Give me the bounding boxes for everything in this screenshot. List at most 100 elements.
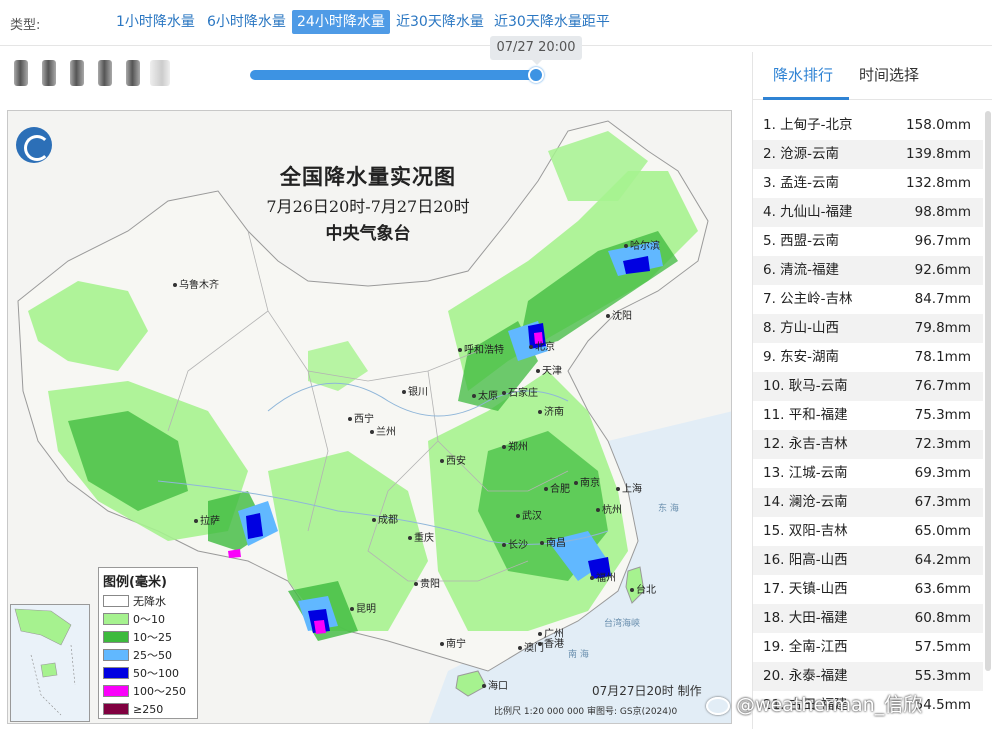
ranking-station: 20. 永泰-福建: [763, 668, 848, 684]
city-label: 北京: [529, 338, 555, 353]
last-frame-button[interactable]: [126, 60, 140, 86]
legend-item: ≥250: [103, 700, 193, 718]
ranking-row[interactable]: 2. 沧源-云南 139.8mm: [753, 140, 983, 169]
ranking-row[interactable]: 4. 九仙山-福建 98.8mm: [753, 198, 983, 227]
watermark-text: @weatherman_信欣: [736, 694, 923, 716]
ranking-value: 64.2mm: [914, 552, 971, 568]
ranking-row[interactable]: 14. 澜沧-云南 67.3mm: [753, 488, 983, 517]
legend-swatch: [103, 667, 129, 679]
city-label: 杭州: [596, 501, 622, 516]
ranking-row[interactable]: 10. 耿马-云南 76.7mm: [753, 372, 983, 401]
ranking-value: 158.0mm: [906, 117, 971, 133]
precipitation-map: 全国降水量实况图 7月26日20时-7月27日20时 中央气象台 乌鲁木齐 哈尔…: [7, 110, 732, 724]
ranking-row[interactable]: 11. 平和-福建 75.3mm: [753, 401, 983, 430]
ranking-station: 12. 永吉-吉林: [763, 436, 848, 452]
ranking-row[interactable]: 13. 江城-云南 69.3mm: [753, 459, 983, 488]
time-slider[interactable]: [250, 67, 544, 83]
city-label: 哈尔滨: [624, 237, 660, 252]
ranking-station: 7. 公主岭-吉林: [763, 291, 853, 307]
map-agency: 中央气象台: [325, 224, 411, 244]
ranking-value: 54.5mm: [914, 697, 971, 713]
ranking-row[interactable]: 7. 公主岭-吉林 84.7mm: [753, 285, 983, 314]
tab-6h-precip[interactable]: 6小时降水量: [207, 14, 286, 30]
next-frame-button[interactable]: [98, 60, 112, 86]
city-label: 香港: [538, 635, 564, 650]
city-label: 澳门: [518, 639, 544, 654]
ranking-row[interactable]: 17. 天镇-山西 63.6mm: [753, 575, 983, 604]
ranking-value: 84.7mm: [914, 291, 971, 307]
ranking-value: 65.0mm: [914, 523, 971, 539]
legend-swatch: [103, 613, 129, 625]
cma-logo: [16, 127, 52, 163]
ranking-row[interactable]: 1. 上甸子-北京 158.0mm: [753, 111, 983, 140]
legend-label: 100～250: [133, 685, 186, 698]
type-bar: 类型: 1小时降水量 6小时降水量 24小时降水量 近30天降水量 近30天降水…: [0, 0, 992, 46]
city-label: 成都: [372, 511, 398, 526]
tab-time-select[interactable]: 时间选择: [859, 66, 920, 84]
play-button[interactable]: [70, 60, 84, 86]
ranking-value: 75.3mm: [914, 407, 971, 423]
tab-24h-precip[interactable]: 24小时降水量: [292, 10, 390, 34]
city-label: 长沙: [502, 536, 528, 551]
ranking-station: 13. 江城-云南: [763, 465, 848, 481]
ranking-row[interactable]: 12. 永吉-吉林 72.3mm: [753, 430, 983, 459]
city-label: 天津: [536, 362, 562, 377]
slider-track[interactable]: [250, 70, 538, 80]
ranking-station: 4. 九仙山-福建: [763, 204, 853, 220]
ranking-row[interactable]: 15. 双阳-吉林 65.0mm: [753, 517, 983, 546]
ranking-value: 92.6mm: [914, 262, 971, 278]
city-label: 贵阳: [414, 575, 440, 590]
tab-30d-anomaly[interactable]: 近30天降水量距平: [494, 14, 610, 30]
ranking-tabs: 降水排行 时间选择: [753, 52, 992, 100]
type-label: 类型:: [10, 18, 41, 33]
city-label: 太原: [472, 387, 498, 402]
ranking-station: 2. 沧源-云南: [763, 146, 840, 162]
inset-graphic: [14, 608, 76, 716]
ranking-row[interactable]: 20. 永泰-福建 55.3mm: [753, 662, 983, 691]
map-scale-note: 比例尺 1:20 000 000 审图号: GS京(2024)0: [494, 707, 678, 717]
legend-swatch: [103, 703, 129, 715]
ranking-row[interactable]: 19. 全南-江西 57.5mm: [753, 633, 983, 662]
map-title: 全国降水量实况图: [280, 164, 456, 189]
city-label: 西安: [440, 452, 466, 467]
tab-precip-ranking[interactable]: 降水排行: [773, 66, 834, 84]
ranking-row[interactable]: 5. 西盟-云南 96.7mm: [753, 227, 983, 256]
city-label: 合肥: [544, 480, 570, 495]
ranking-value: 78.1mm: [914, 349, 971, 365]
ranking-station: 10. 耿马-云南: [763, 378, 848, 394]
speed-button[interactable]: [150, 60, 170, 86]
legend-swatch: [103, 685, 129, 697]
legend-item: 0～10: [103, 610, 193, 628]
ranking-station: 18. 大田-福建: [763, 610, 848, 626]
ranking-row[interactable]: 3. 孟连-云南 132.8mm: [753, 169, 983, 198]
map-date-range: 7月26日20时-7月27日20时: [266, 197, 470, 216]
ranking-value: 67.3mm: [914, 494, 971, 510]
tab-30d-precip[interactable]: 近30天降水量: [396, 14, 484, 30]
legend-label: 0～10: [133, 613, 165, 626]
ranking-value: 76.7mm: [914, 378, 971, 394]
ranking-scrollbar[interactable]: [985, 111, 991, 671]
city-label: 台北: [630, 581, 656, 596]
active-tab-indicator: [763, 97, 849, 100]
tab-1h-precip[interactable]: 1小时降水量: [116, 14, 195, 30]
city-label: 石家庄: [502, 384, 538, 399]
city-label: 上海: [616, 480, 642, 495]
first-frame-button[interactable]: [14, 60, 28, 86]
legend-swatch: [103, 649, 129, 661]
ranking-value: 60.8mm: [914, 610, 971, 626]
ranking-row[interactable]: 18. 大田-福建 60.8mm: [753, 604, 983, 633]
slider-knob[interactable]: [528, 67, 544, 83]
map-production-note: 07月27日20时 制作: [592, 684, 702, 698]
legend-label: ≥250: [133, 702, 164, 716]
ranking-row[interactable]: 16. 阳高-山西 64.2mm: [753, 546, 983, 575]
legend-item: 100～250: [103, 682, 193, 700]
city-label: 海口: [482, 677, 508, 692]
ranking-row[interactable]: 6. 清流-福建 92.6mm: [753, 256, 983, 285]
ranking-row[interactable]: 21. 古田-福建 54.5mm: [753, 691, 983, 720]
ranking-row[interactable]: 9. 东安-湖南 78.1mm: [753, 343, 983, 372]
city-label: 沈阳: [606, 307, 632, 322]
ranking-row[interactable]: 8. 方山-山西 79.8mm: [753, 314, 983, 343]
sea-label: 东 海: [658, 504, 679, 514]
prev-frame-button[interactable]: [42, 60, 56, 86]
legend-title: 图例(毫米): [103, 575, 167, 590]
